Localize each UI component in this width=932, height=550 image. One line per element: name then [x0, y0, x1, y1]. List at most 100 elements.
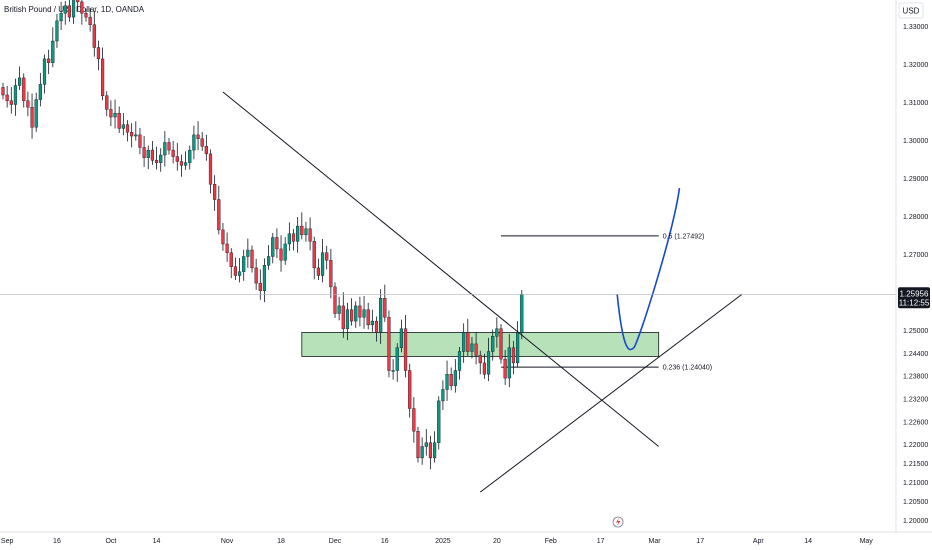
candle[interactable]: [399, 319, 403, 353]
candle[interactable]: [287, 222, 291, 251]
candle[interactable]: [34, 92, 38, 132]
candle[interactable]: [250, 245, 254, 273]
ascending-trendline[interactable]: [479, 294, 743, 493]
candle[interactable]: [113, 99, 117, 129]
candle[interactable]: [291, 229, 296, 251]
candle[interactable]: [26, 91, 30, 117]
candle[interactable]: [192, 125, 196, 160]
candle[interactable]: [18, 66, 22, 91]
candle[interactable]: [279, 235, 283, 272]
candle[interactable]: [30, 93, 34, 139]
candle[interactable]: [80, 0, 84, 25]
candle[interactable]: [5, 85, 9, 108]
candle[interactable]: [208, 149, 213, 194]
candle[interactable]: [188, 145, 192, 170]
candle[interactable]: [138, 128, 142, 155]
candle[interactable]: [499, 324, 503, 364]
candle[interactable]: [395, 343, 399, 382]
candle[interactable]: [420, 437, 424, 465]
candle[interactable]: [76, 0, 80, 12]
candle[interactable]: [204, 134, 208, 161]
candle[interactable]: [246, 238, 250, 268]
candle[interactable]: [362, 296, 366, 329]
candle[interactable]: [196, 121, 200, 151]
candle[interactable]: [441, 380, 445, 411]
candle[interactable]: [117, 106, 121, 133]
candle[interactable]: [38, 72, 42, 107]
candle[interactable]: [424, 429, 428, 456]
candle[interactable]: [200, 131, 204, 151]
candle[interactable]: [225, 232, 229, 262]
candle[interactable]: [507, 334, 511, 388]
candle[interactable]: [495, 317, 499, 348]
candle[interactable]: [325, 245, 329, 270]
candle[interactable]: [154, 146, 159, 170]
candle[interactable]: [462, 323, 466, 363]
candle[interactable]: [449, 367, 453, 391]
candle[interactable]: [387, 310, 391, 378]
candle[interactable]: [474, 332, 478, 365]
candle[interactable]: [59, 1, 63, 31]
candle[interactable]: [13, 78, 18, 116]
candle[interactable]: [304, 221, 308, 242]
candle[interactable]: [159, 148, 163, 172]
candle[interactable]: [374, 316, 379, 342]
candle[interactable]: [105, 91, 109, 117]
candle[interactable]: [437, 396, 441, 450]
candle[interactable]: [296, 216, 300, 253]
candle[interactable]: [125, 120, 130, 142]
candle[interactable]: [300, 212, 304, 240]
candle[interactable]: [121, 113, 125, 136]
candle[interactable]: [503, 349, 507, 385]
candle[interactable]: [22, 73, 26, 108]
candle[interactable]: [1, 82, 5, 100]
candle[interactable]: [213, 175, 217, 211]
candle[interactable]: [379, 289, 383, 344]
candle[interactable]: [478, 350, 482, 375]
candle[interactable]: [175, 142, 179, 171]
candle[interactable]: [42, 54, 47, 94]
candle[interactable]: [453, 359, 457, 393]
candle[interactable]: [350, 298, 354, 326]
candle[interactable]: [433, 431, 437, 463]
candle[interactable]: [408, 363, 412, 418]
candle[interactable]: [403, 315, 408, 378]
candle[interactable]: [71, 0, 76, 24]
candle[interactable]: [96, 40, 101, 71]
candle[interactable]: [345, 302, 350, 341]
candle[interactable]: [130, 123, 134, 148]
descending-trendline[interactable]: [222, 91, 660, 447]
candle[interactable]: [337, 296, 341, 321]
candle[interactable]: [466, 318, 470, 357]
candle[interactable]: [109, 100, 113, 127]
candle[interactable]: [237, 258, 242, 283]
candle[interactable]: [341, 292, 345, 338]
candle[interactable]: [88, 7, 92, 32]
candle[interactable]: [92, 11, 96, 57]
candle[interactable]: [354, 301, 358, 328]
candle[interactable]: [275, 228, 279, 259]
price-axis[interactable]: 1.33000 1.32000 1.31000 1.30000 1.29000 1.280…: [903, 24, 928, 525]
candle[interactable]: [370, 309, 374, 332]
candle[interactable]: [142, 136, 146, 167]
candle[interactable]: [9, 87, 13, 114]
candle[interactable]: [258, 269, 262, 300]
candle[interactable]: [428, 435, 433, 470]
candle[interactable]: [47, 49, 51, 75]
candle[interactable]: [233, 257, 237, 281]
candle[interactable]: [329, 248, 333, 299]
candle[interactable]: [221, 223, 225, 251]
candle[interactable]: [229, 248, 233, 279]
currency-badge[interactable]: [898, 2, 924, 19]
candle[interactable]: [262, 258, 267, 303]
candle[interactable]: [320, 239, 325, 283]
candle[interactable]: [511, 340, 516, 375]
candle[interactable]: [445, 360, 449, 401]
candle[interactable]: [55, 14, 59, 48]
candle[interactable]: [84, 8, 88, 22]
candle[interactable]: [283, 237, 287, 265]
candle[interactable]: [516, 321, 520, 368]
candle[interactable]: [51, 27, 55, 68]
candle[interactable]: [316, 258, 320, 281]
candle[interactable]: [134, 121, 138, 141]
